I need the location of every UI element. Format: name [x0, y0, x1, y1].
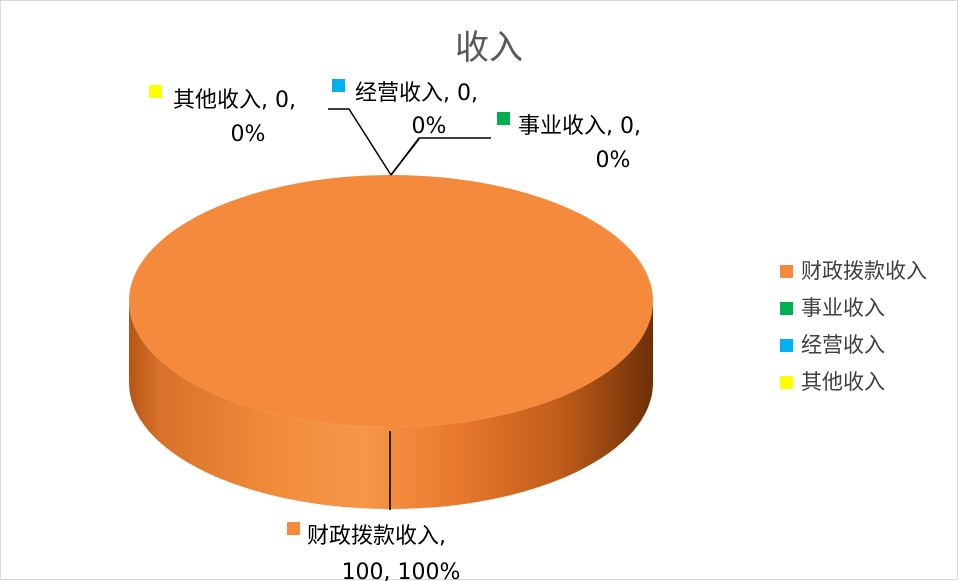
leader-line: [328, 108, 392, 176]
data-label: 财政拨款收入, 100, 100%: [287, 522, 460, 581]
legend-label: 事业收入: [801, 296, 885, 320]
data-labels: 财政拨款收入,100, 100%事业收入, 0,0%经营收入, 0,0%其他收入…: [149, 79, 641, 581]
legend-swatch: [780, 376, 793, 389]
data-label-marker: [287, 522, 300, 535]
pie-slice-side: [129, 301, 653, 509]
legend-item: 经营收入: [780, 333, 885, 357]
data-label-text: 财政拨款收入,: [307, 524, 446, 549]
chart-title: 收入: [455, 28, 523, 68]
data-label-text: 其他收入, 0,: [173, 88, 296, 113]
legend-swatch: [780, 302, 793, 315]
data-label-marker: [149, 85, 162, 98]
legend-label: 其他收入: [801, 370, 885, 394]
leader-line: [390, 138, 420, 176]
data-label-value: 100, 100%: [342, 560, 461, 581]
data-label: 事业收入, 0, 0%: [497, 112, 641, 173]
data-label-value: 0%: [412, 114, 447, 139]
data-label: 其他收入, 0, 0%: [149, 85, 296, 147]
data-label: 经营收入, 0, 0%: [332, 79, 478, 139]
leader-lines: [328, 108, 491, 176]
legend-item: 其他收入: [780, 370, 885, 394]
pie-slice-0: [129, 175, 653, 427]
pie-3d: [129, 175, 653, 510]
legend-label: 财政拨款收入: [801, 259, 927, 283]
legend-item: 事业收入: [780, 296, 885, 320]
legend-item: 财政拨款收入: [780, 259, 927, 283]
data-label-marker: [332, 79, 345, 92]
data-label-value: 0%: [231, 122, 266, 147]
legend-swatch: [780, 265, 793, 278]
data-label-value: 0%: [596, 148, 631, 173]
data-label-text: 经营收入, 0,: [355, 81, 478, 106]
data-label-text: 事业收入, 0,: [518, 114, 641, 139]
legend-swatch: [780, 339, 793, 352]
legend-label: 经营收入: [801, 333, 885, 357]
data-label-marker: [497, 112, 510, 125]
